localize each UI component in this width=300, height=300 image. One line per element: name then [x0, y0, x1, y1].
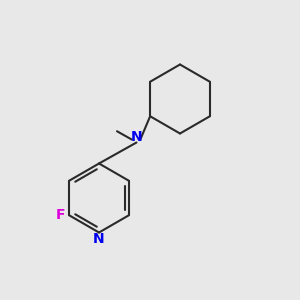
Text: F: F	[56, 208, 65, 222]
Text: N: N	[131, 130, 142, 144]
Text: N: N	[93, 232, 105, 246]
